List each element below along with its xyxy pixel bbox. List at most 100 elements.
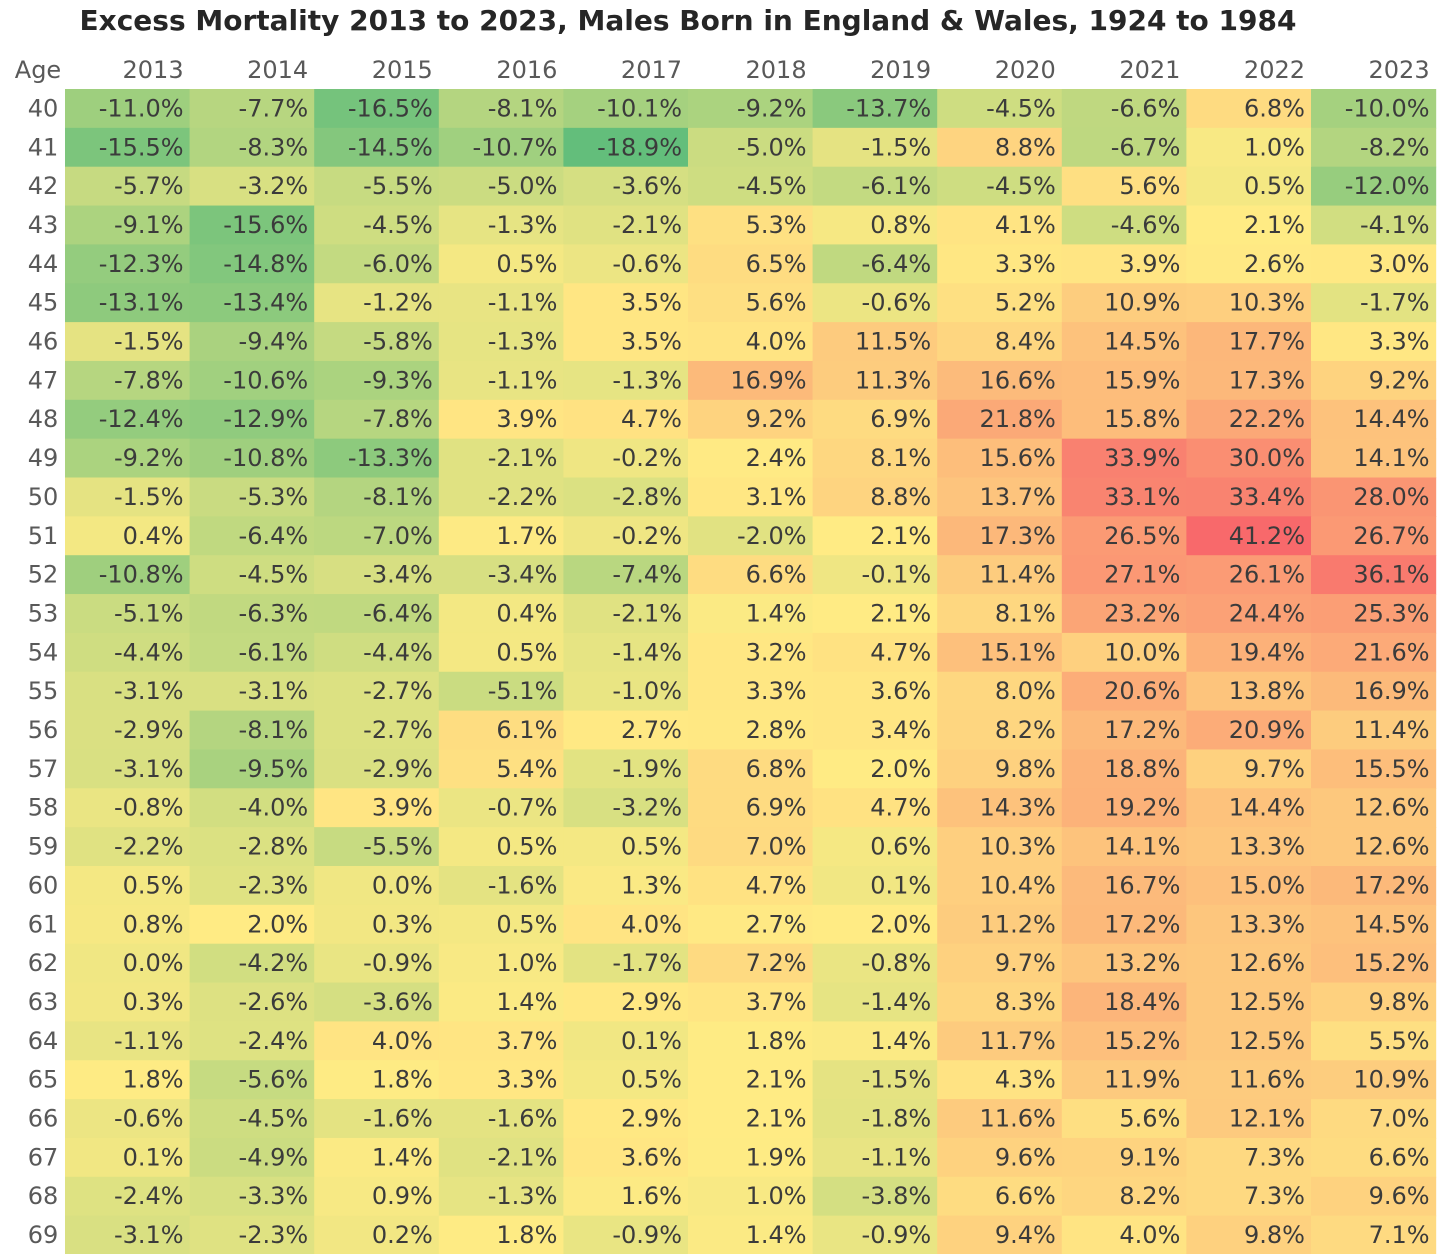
heatmap-cell-59-2015 [314, 827, 440, 867]
heatmap-cell-45-2018 [688, 283, 814, 323]
heatmap-cell-68-2014 [189, 1176, 315, 1217]
heatmap-cell-67-2015 [314, 1137, 440, 1178]
heatmap-cell-43-2020 [937, 205, 1063, 245]
heatmap-cell-69-2018 [688, 1215, 814, 1254]
heatmap-cell-53-2022 [1186, 594, 1312, 634]
heatmap-cell-57-2021 [1061, 749, 1187, 789]
heatmap-cell-58-2016 [438, 788, 564, 828]
heatmap-cell-40-2021 [1061, 89, 1187, 129]
heatmap-cell-64-2023 [1311, 1021, 1437, 1061]
heatmap-cell-60-2018 [688, 866, 814, 906]
cell-value-63-2019: -1.4% [862, 988, 932, 1016]
heatmap-cell-51-2018 [688, 516, 814, 556]
cell-value-46-2023: 3.3% [1369, 328, 1430, 356]
row-labels: 40 41 42 43 44 45 46 47 48 49 50 51 52 53 54 55 56 57 58 59… [28, 94, 59, 1249]
row-label-58: 58 [28, 794, 59, 822]
heatmap-cell-52-2016 [438, 555, 564, 595]
heatmap-cell-47-2015 [314, 360, 440, 401]
cell-value-69-2020: 9.4% [995, 1221, 1056, 1249]
heatmap-cell-65-2017 [563, 1060, 689, 1100]
cell-value-53-2022: 24.4% [1229, 599, 1305, 627]
cell-value-52-2017: -7.4% [612, 561, 682, 589]
cell-value-40-2022: 6.8% [1244, 94, 1305, 122]
heatmap-cell-43-2015 [314, 205, 440, 245]
heatmap-cell-66-2022 [1186, 1099, 1312, 1139]
heatmap-cell-60-2013 [65, 866, 191, 906]
cell-value-44-2015: -6.0% [363, 250, 433, 278]
heatmap-cell-44-2014 [189, 244, 315, 284]
heatmap-cell-54-2015 [314, 632, 440, 673]
cell-value-49-2017: -0.2% [612, 444, 682, 472]
heatmap-cell-61-2014 [189, 904, 315, 945]
cell-value-56-2022: 20.9% [1229, 716, 1305, 744]
heatmap-cell-56-2019 [812, 710, 938, 751]
heatmap-cell-60-2023 [1311, 866, 1437, 906]
cell-value-64-2015: 4.0% [372, 1027, 433, 1055]
cell-value-59-2019: 0.6% [870, 833, 931, 861]
heatmap-cell-69-2016 [438, 1215, 564, 1254]
heatmap-cell-68-2019 [812, 1176, 938, 1217]
chart-title: Excess Mortality 2013 to 2023, Males Bor… [79, 4, 1297, 37]
row-label-64: 64 [28, 1027, 59, 1055]
cell-value-46-2018: 4.0% [746, 328, 807, 356]
heatmap-cell-54-2020 [937, 632, 1063, 673]
row-label-47: 47 [28, 366, 59, 394]
heatmap-cell-50-2015 [314, 477, 440, 517]
cell-value-66-2021: 5.6% [1119, 1105, 1180, 1133]
cell-value-54-2018: 3.2% [746, 638, 807, 666]
cell-value-57-2015: -2.9% [363, 755, 433, 783]
heatmap-cell-41-2022 [1186, 127, 1312, 168]
cell-value-68-2021: 8.2% [1119, 1182, 1180, 1210]
heatmap-cell-42-2022 [1186, 166, 1312, 207]
heatmap-cell-58-2020 [937, 788, 1063, 828]
heatmap-cell-69-2021 [1061, 1215, 1187, 1254]
cell-value-45-2020: 5.2% [995, 289, 1056, 317]
heatmap-cell-51-2019 [812, 516, 938, 556]
heatmap-cell-49-2015 [314, 438, 440, 479]
heatmap-cell-58-2017 [563, 788, 689, 828]
heatmap-cell-68-2018 [688, 1176, 814, 1217]
cell-value-56-2016: 6.1% [496, 716, 557, 744]
cell-value-53-2018: 1.4% [746, 599, 807, 627]
cell-value-69-2023: 7.1% [1369, 1221, 1430, 1249]
cell-value-40-2015: -16.5% [348, 94, 433, 122]
heatmap-cell-56-2020 [937, 710, 1063, 751]
cell-value-55-2013: -3.1% [114, 677, 184, 705]
cell-value-54-2017: -1.4% [612, 638, 682, 666]
cell-value-46-2021: 14.5% [1104, 328, 1180, 356]
cell-value-60-2017: 1.3% [621, 871, 682, 899]
cell-value-53-2023: 25.3% [1353, 599, 1429, 627]
heatmap-cell-63-2023 [1311, 982, 1437, 1022]
heatmap-cell-68-2022 [1186, 1176, 1312, 1217]
cell-value-62-2018: 7.2% [746, 949, 807, 977]
heatmap-cell-63-2021 [1061, 982, 1187, 1022]
heatmap-cell-42-2023 [1311, 166, 1437, 207]
cell-value-63-2023: 9.8% [1369, 988, 1430, 1016]
cell-value-48-2017: 4.7% [621, 405, 682, 433]
heatmap-cell-53-2017 [563, 594, 689, 634]
cell-value-54-2022: 19.4% [1229, 638, 1305, 666]
cell-value-41-2023: -8.2% [1360, 133, 1430, 161]
heatmap-cell-45-2017 [563, 283, 689, 323]
heatmap-cell-58-2021 [1061, 788, 1187, 828]
cell-value-57-2019: 2.0% [870, 755, 931, 783]
cell-value-62-2013: 0.0% [123, 949, 184, 977]
cell-value-43-2023: -4.1% [1360, 211, 1430, 239]
cell-value-40-2016: -8.1% [488, 94, 558, 122]
heatmap-cell-45-2013 [65, 283, 191, 323]
cell-value-66-2022: 12.1% [1229, 1105, 1305, 1133]
cell-value-68-2014: -3.3% [239, 1182, 309, 1210]
heatmap-cell-64-2016 [438, 1021, 564, 1061]
cell-value-47-2023: 9.2% [1369, 366, 1430, 394]
cell-value-42-2013: -5.7% [114, 172, 184, 200]
heatmap-cell-41-2017 [563, 127, 689, 168]
cell-value-47-2020: 16.6% [980, 366, 1056, 394]
cell-value-42-2015: -5.5% [363, 172, 433, 200]
cell-value-41-2020: 8.8% [995, 133, 1056, 161]
heatmap-cell-59-2020 [937, 827, 1063, 867]
cell-value-46-2020: 8.4% [995, 328, 1056, 356]
heatmap-cell-46-2023 [1311, 322, 1437, 362]
heatmap-cells: -11.0% -7.7% -16.5% -8.1% -10.1% -9.2% -13.7% -… [65, 89, 1437, 1254]
cell-value-44-2020: 3.3% [995, 250, 1056, 278]
heatmap-cell-57-2019 [812, 749, 938, 789]
